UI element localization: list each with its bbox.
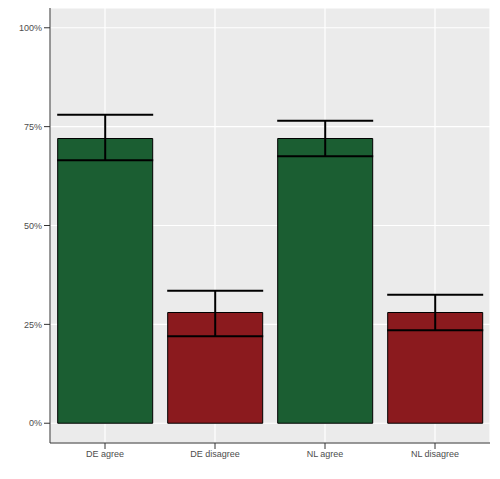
svg-text:75%: 75% bbox=[24, 122, 42, 132]
svg-text:NL disagree: NL disagree bbox=[411, 449, 459, 459]
svg-text:0%: 0% bbox=[29, 418, 42, 428]
svg-text:NL agree: NL agree bbox=[307, 449, 344, 459]
svg-text:100%: 100% bbox=[19, 23, 42, 33]
svg-text:25%: 25% bbox=[24, 320, 42, 330]
svg-text:DE agree: DE agree bbox=[86, 449, 124, 459]
svg-text:DE disagree: DE disagree bbox=[190, 449, 240, 459]
svg-text:50%: 50% bbox=[24, 221, 42, 231]
